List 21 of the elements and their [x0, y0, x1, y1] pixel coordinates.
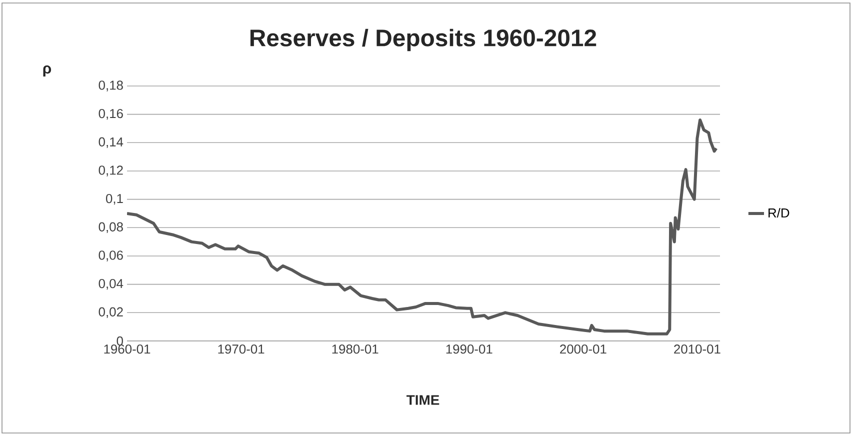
y-tick-label: 0,14 — [98, 137, 124, 148]
y-tick-label: 0,04 — [98, 278, 124, 290]
chart-title: Reserves / Deposits 1960-2012 — [250, 28, 596, 52]
y-tick-label: 0,1 — [106, 194, 123, 205]
x-tick-label: 1990-01 — [446, 344, 492, 354]
x-axis-title: TIME — [406, 395, 440, 405]
y-tick-label: 0,18 — [98, 80, 123, 92]
y-tick-label: 0,02 — [98, 307, 123, 318]
x-tick-label: 1980-01 — [332, 344, 378, 354]
y-tick-label: 0,08 — [98, 222, 123, 233]
x-tick-label: 1960-01 — [104, 344, 150, 354]
x-tick-label: 2000-01 — [560, 344, 606, 354]
x-tick-label: 2010-01 — [674, 344, 720, 354]
y-axis-title: ρ — [43, 65, 52, 77]
legend-label: R/D — [768, 208, 790, 218]
y-tick-label: 0,06 — [98, 250, 123, 262]
y-tick-label: 0 — [116, 336, 123, 346]
x-tick-label: 1970-01 — [218, 344, 264, 354]
y-tick-label: 0,16 — [98, 108, 123, 120]
line-series — [127, 118, 718, 336]
y-tick-label: 0,12 — [98, 166, 123, 176]
